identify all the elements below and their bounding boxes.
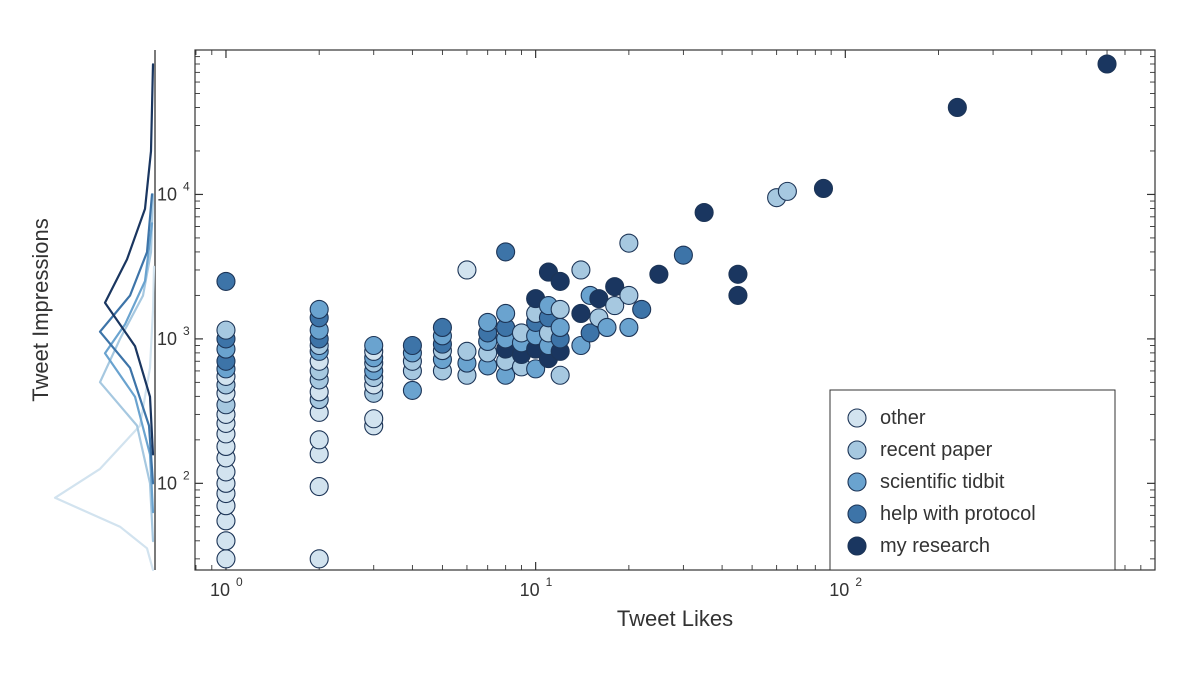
svg-text:10: 10 xyxy=(829,580,849,600)
svg-text:3: 3 xyxy=(183,324,190,338)
data-point xyxy=(310,300,328,318)
data-point xyxy=(365,336,383,354)
legend-marker xyxy=(848,505,866,523)
data-point xyxy=(217,550,235,568)
data-point xyxy=(403,381,421,399)
data-point xyxy=(778,182,796,200)
data-point xyxy=(310,478,328,496)
data-point xyxy=(433,318,451,336)
data-point xyxy=(551,318,569,336)
svg-text:10: 10 xyxy=(210,580,230,600)
data-point xyxy=(598,318,616,336)
data-point xyxy=(572,261,590,279)
data-point xyxy=(217,321,235,339)
svg-text:10: 10 xyxy=(157,184,177,204)
legend-label: other xyxy=(880,407,926,429)
data-point xyxy=(948,98,966,116)
legend-marker xyxy=(848,441,866,459)
data-point xyxy=(572,304,590,322)
chart-container: 10 0 10 1 10 2 10 2 10 3 10 4 Tweet Likes Tweet Impre… xyxy=(0,0,1200,675)
svg-text:2: 2 xyxy=(183,468,190,482)
data-point xyxy=(695,203,713,221)
svg-text:2: 2 xyxy=(855,575,862,589)
data-point xyxy=(310,550,328,568)
legend: other recent paper scientific tidbit help w… xyxy=(830,390,1115,570)
data-point xyxy=(497,243,515,261)
svg-text:1: 1 xyxy=(546,575,553,589)
data-point xyxy=(674,246,692,264)
svg-text:Tweet Impressions: Tweet Impressions xyxy=(28,218,53,401)
legend-marker xyxy=(848,409,866,427)
data-point xyxy=(458,342,476,360)
data-point xyxy=(590,290,608,308)
data-point xyxy=(1098,55,1116,73)
legend-marker xyxy=(848,537,866,555)
scatter-chart: 10 0 10 1 10 2 10 2 10 3 10 4 Tweet Likes Tweet Impre… xyxy=(0,0,1200,675)
svg-text:0: 0 xyxy=(236,575,243,589)
data-point xyxy=(217,272,235,290)
data-point xyxy=(551,366,569,384)
data-point xyxy=(633,300,651,318)
data-point xyxy=(650,265,668,283)
legend-label: help with protocol xyxy=(880,503,1036,525)
legend-label: my research xyxy=(880,535,990,557)
svg-text:10: 10 xyxy=(520,580,540,600)
marginal-density xyxy=(55,50,155,570)
data-point xyxy=(620,234,638,252)
data-point xyxy=(729,286,747,304)
data-point xyxy=(551,272,569,290)
data-point xyxy=(497,304,515,322)
data-point xyxy=(217,532,235,550)
data-point xyxy=(458,261,476,279)
legend-label: scientific tidbit xyxy=(880,471,1005,493)
svg-text:10: 10 xyxy=(157,329,177,349)
svg-text:4: 4 xyxy=(183,179,190,193)
data-point xyxy=(620,286,638,304)
svg-text:Tweet Likes: Tweet Likes xyxy=(617,606,733,631)
data-point xyxy=(729,265,747,283)
data-point xyxy=(620,318,638,336)
data-point xyxy=(365,410,383,428)
svg-text:10: 10 xyxy=(157,473,177,493)
legend-marker xyxy=(848,473,866,491)
data-point xyxy=(551,300,569,318)
data-point xyxy=(310,431,328,449)
legend-label: recent paper xyxy=(880,439,993,461)
data-point xyxy=(479,313,497,331)
data-point xyxy=(403,336,421,354)
data-point xyxy=(814,179,832,197)
